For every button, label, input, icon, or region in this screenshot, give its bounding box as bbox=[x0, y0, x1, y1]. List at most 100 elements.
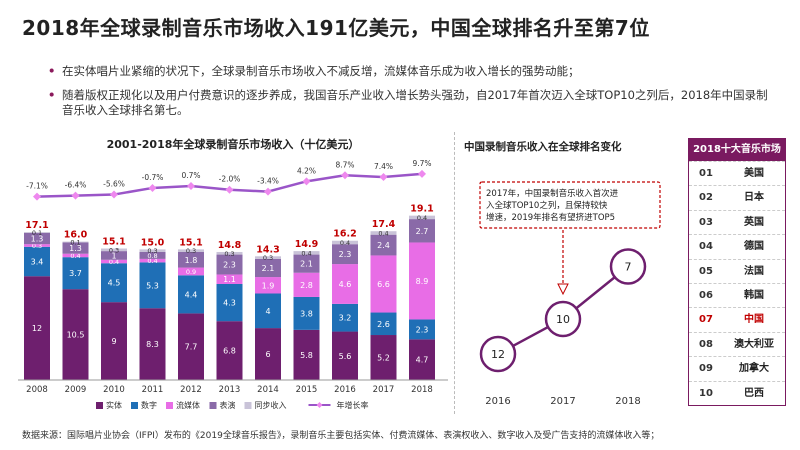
top10-row: 05 法国 bbox=[689, 258, 785, 283]
top10-row: 04 德国 bbox=[689, 234, 785, 259]
legend-label: 表演 bbox=[220, 400, 236, 410]
x-tick-label: 2008 bbox=[26, 385, 48, 395]
bar-segment bbox=[332, 240, 358, 245]
growth-label: 7.4% bbox=[374, 162, 393, 171]
bar-segment-label: 6.8 bbox=[223, 347, 236, 356]
x-tick-label: 2012 bbox=[180, 385, 202, 395]
legend-label: 实体 bbox=[106, 400, 122, 410]
top10-row: 09 加拿大 bbox=[689, 356, 785, 381]
bar-segment bbox=[178, 313, 204, 380]
growth-marker bbox=[187, 182, 195, 191]
growth-marker bbox=[148, 183, 157, 192]
bar-segment bbox=[255, 258, 281, 278]
x-tick-label: 2014 bbox=[257, 385, 279, 395]
top10-rank: 08 bbox=[699, 338, 713, 350]
bar-segment-label: 4.5 bbox=[108, 279, 121, 288]
bar-segment-label: 1.3 bbox=[69, 244, 82, 253]
x-tick-label: 2010 bbox=[103, 385, 125, 395]
bar-segment bbox=[62, 253, 89, 258]
bar-segment-label: 0.3 bbox=[109, 246, 119, 254]
bar-segment-label: 2.7 bbox=[416, 227, 429, 236]
bar-segment bbox=[178, 267, 204, 276]
top10-country: 英国 bbox=[744, 216, 764, 228]
x-tick-label: 2017 bbox=[373, 385, 395, 395]
bar-segment-label: 5.2 bbox=[377, 354, 390, 363]
bar-segment-label: 5.6 bbox=[339, 352, 352, 361]
bar-segment-label: 8.9 bbox=[416, 277, 429, 286]
bar-total-label: 15.1 bbox=[179, 237, 202, 248]
top10-country: 澳大利亚 bbox=[734, 338, 774, 350]
bar-total-label: 14.3 bbox=[256, 244, 279, 255]
top10-rank: 06 bbox=[699, 289, 713, 301]
bar-segment bbox=[370, 255, 397, 313]
bar-segment-label: 4.6 bbox=[339, 280, 352, 289]
top10-row: 10 巴西 bbox=[689, 380, 785, 405]
top10-row: 07 中国 bbox=[689, 307, 785, 332]
bar-segment-label: 1.3 bbox=[31, 235, 44, 244]
bar-segment bbox=[24, 232, 50, 245]
legend-swatch bbox=[96, 402, 103, 409]
growth-label: -6.4% bbox=[65, 181, 87, 190]
bar-segment bbox=[139, 262, 166, 309]
bar-segment-label: 4.3 bbox=[223, 299, 236, 308]
growth-label: -2.0% bbox=[219, 175, 241, 184]
page-title: 2018年全球录制音乐市场收入191亿美元，中国全球排名升至第7位 bbox=[22, 16, 650, 40]
growth-label: 9.7% bbox=[412, 159, 431, 168]
bar-segment-label: 0.4 bbox=[70, 252, 80, 260]
bar-segment-label: 0.9 bbox=[186, 268, 196, 276]
bar-segment bbox=[409, 215, 435, 220]
annotation-text: 增速，2019年排名有望挤进TOP5 bbox=[486, 212, 615, 223]
bar-segment bbox=[62, 242, 89, 254]
bar-segment-label: 2.3 bbox=[339, 250, 352, 259]
top10-country: 日本 bbox=[744, 192, 764, 204]
annotation-text: 入全球TOP10之列，且保持较快 bbox=[486, 200, 608, 211]
bar-segment bbox=[293, 296, 320, 330]
top10-row: 08 澳大利亚 bbox=[689, 331, 785, 357]
rank-x-tick-label: 2016 bbox=[485, 396, 510, 407]
bar-segment bbox=[24, 244, 50, 247]
bar-segment-label: 1.8 bbox=[185, 256, 198, 265]
growth-label: 4.2% bbox=[297, 166, 316, 175]
bar-segment-label: 2.6 bbox=[377, 320, 390, 329]
x-tick-label: 2011 bbox=[142, 385, 164, 395]
bar-segment bbox=[62, 289, 89, 380]
bar-segment bbox=[216, 283, 243, 322]
bar-segment-label: 2.1 bbox=[262, 264, 275, 273]
top10-rank: 03 bbox=[699, 216, 713, 228]
top10-country: 巴西 bbox=[744, 387, 764, 399]
bar-segment-label: 4.7 bbox=[416, 356, 429, 365]
bar-segment-label: 0.3 bbox=[186, 247, 196, 255]
x-tick-label: 2016 bbox=[334, 385, 356, 395]
bar-segment bbox=[255, 277, 281, 294]
bar-segment bbox=[332, 331, 358, 380]
bar-segment-label: 2.4 bbox=[377, 241, 390, 250]
revenue-stacked-bar-chart: 2001-2018年全球录制音乐市场收入（十亿美元） -7.1% -6.4% -5.6… bbox=[18, 137, 448, 410]
bullet-item: 在实体唱片业紧缩的状况下，全球录制音乐市场收入不减反增，流媒体音乐成为收入增长的… bbox=[48, 64, 768, 79]
bar-segment-label: 0.1 bbox=[70, 239, 80, 247]
top10-row: 02 日本 bbox=[689, 185, 785, 210]
bar-segment bbox=[24, 276, 50, 380]
bar-total-label: 16.0 bbox=[64, 230, 88, 241]
bar-segment-label: 3.2 bbox=[339, 314, 352, 323]
china-rank-chart: 中国录制音乐收入在全球排名变化 2017年，中国录制音乐收入首次进入全球TOP10… bbox=[464, 140, 661, 407]
top10-country: 加拿大 bbox=[739, 363, 769, 375]
bar-segment bbox=[255, 293, 281, 329]
bar-total-label: 16.2 bbox=[333, 229, 356, 240]
top10-rank: 09 bbox=[699, 363, 713, 375]
bar-segment bbox=[101, 251, 127, 260]
bar-segment-label: 1.9 bbox=[262, 281, 275, 290]
source-note: 数据来源：国际唱片业协会（IFPI）发布的《2019全球音乐报告》，录制音乐主要… bbox=[22, 431, 660, 441]
growth-marker bbox=[225, 185, 234, 194]
top10-rank: 04 bbox=[699, 241, 713, 253]
annotation-text: 2017年，中国录制音乐收入首次进 bbox=[486, 188, 619, 199]
bar-segment bbox=[255, 256, 281, 259]
bar-segment bbox=[332, 303, 358, 332]
chart-title: 2001-2018年全球录制音乐市场收入（十亿美元） bbox=[107, 137, 360, 151]
bar-segment bbox=[409, 242, 435, 320]
top10-row: 01 美国 bbox=[689, 161, 785, 186]
bar-segment bbox=[101, 302, 127, 380]
legend-label: 流媒体 bbox=[176, 400, 200, 410]
bar-segment bbox=[62, 241, 89, 243]
growth-marker bbox=[418, 169, 426, 178]
x-tick-label: 2013 bbox=[219, 385, 241, 395]
